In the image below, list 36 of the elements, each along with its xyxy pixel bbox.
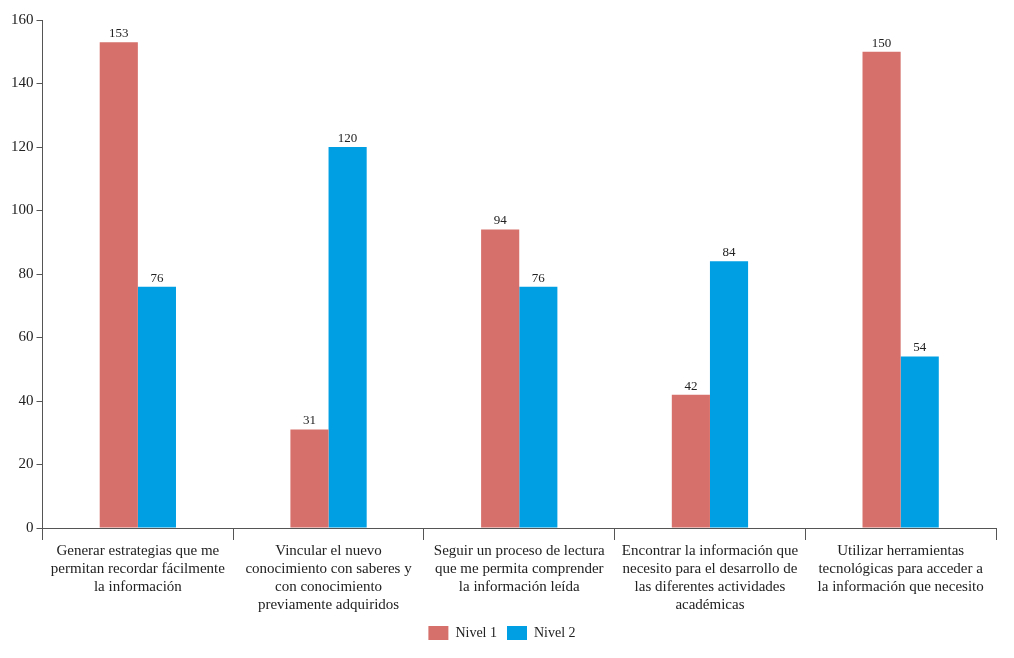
- x-tick-label: Encontrar la información que necesito para el desarrollo de las diferentes actividades académicas: [621, 541, 799, 612]
- data-label: 150: [871, 34, 892, 50]
- y-tick-label: 120: [11, 137, 34, 154]
- x-tick-label: Generar estrategias que me permitan recordar fácilmente la información: [50, 541, 226, 594]
- bar: [137, 286, 176, 528]
- legend-label: Nivel 2: [534, 624, 576, 640]
- x-tick-label: Vincular el nuevo conocimiento con saberes y con conocimiento previamente adquiridos: [245, 541, 413, 612]
- bar: [900, 356, 939, 528]
- data-label: 120: [337, 129, 358, 145]
- y-tick-label: 0: [26, 518, 34, 535]
- data-label: 54: [913, 339, 927, 355]
- bar: [671, 394, 710, 528]
- data-label: 76: [531, 269, 546, 285]
- y-tick-label: 20: [18, 455, 34, 472]
- bar: [99, 42, 138, 528]
- data-label: 76: [150, 269, 164, 285]
- y-tick-label: 100: [11, 201, 34, 218]
- y-tick-label: 140: [11, 74, 34, 91]
- legend-label: Nivel 1: [455, 624, 498, 640]
- bar: [519, 286, 558, 528]
- data-label: 153: [109, 25, 129, 41]
- data-label: 42: [684, 377, 698, 393]
- data-label: 94: [493, 212, 508, 228]
- bar: [481, 229, 520, 528]
- data-label: 84: [722, 244, 737, 260]
- bar: [709, 261, 749, 528]
- y-tick-label: 40: [18, 391, 34, 408]
- bar: [290, 429, 329, 528]
- x-tick-label: Seguir un proceso de lectura que me permita comprender la información leída: [433, 541, 605, 594]
- bar: [328, 147, 367, 528]
- y-tick-label: 160: [11, 10, 34, 27]
- y-tick-label: 60: [18, 328, 34, 345]
- y-tick-label: 80: [18, 264, 34, 281]
- data-label: 31: [302, 412, 316, 428]
- x-tick-label: Utilizar herramientas tecnológicas para acceder a la información que necesito: [817, 541, 984, 594]
- bar: [862, 51, 901, 528]
